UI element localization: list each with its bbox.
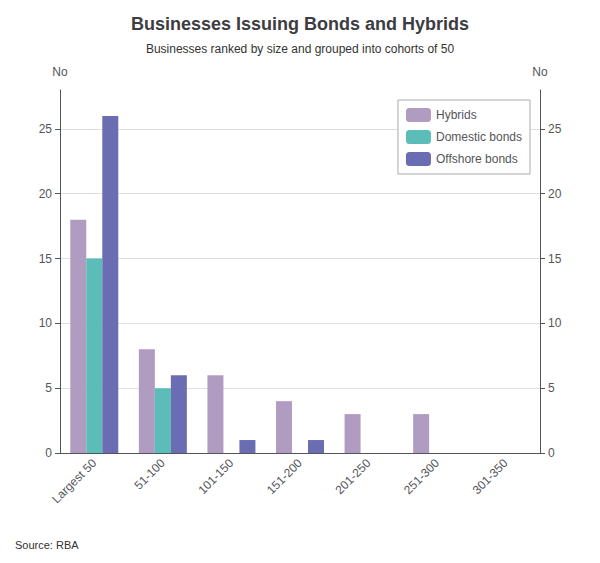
svg-text:301-350: 301-350 [470, 456, 511, 497]
svg-text:15: 15 [548, 252, 562, 266]
svg-text:Source: RBA: Source: RBA [15, 539, 79, 551]
svg-text:15: 15 [39, 252, 53, 266]
svg-text:201-250: 201-250 [333, 456, 374, 497]
svg-text:Hybrids: Hybrids [436, 108, 477, 122]
svg-text:10: 10 [39, 316, 53, 330]
svg-text:51-100: 51-100 [132, 456, 169, 493]
svg-text:0: 0 [45, 446, 52, 460]
svg-text:25: 25 [39, 122, 53, 136]
svg-text:151-200: 151-200 [264, 456, 305, 497]
svg-text:5: 5 [548, 381, 555, 395]
svg-text:251-300: 251-300 [401, 456, 442, 497]
svg-text:Domestic bonds: Domestic bonds [436, 130, 522, 144]
svg-text:0: 0 [548, 446, 555, 460]
svg-text:20: 20 [548, 187, 562, 201]
svg-text:Offshore bonds: Offshore bonds [436, 152, 518, 166]
svg-text:No: No [52, 65, 68, 79]
svg-text:Businesses Issuing Bonds and H: Businesses Issuing Bonds and Hybrids [131, 14, 469, 34]
svg-text:5: 5 [45, 381, 52, 395]
svg-text:Businesses ranked by size and: Businesses ranked by size and grouped in… [146, 42, 455, 56]
svg-text:No: No [532, 65, 548, 79]
svg-text:25: 25 [548, 122, 562, 136]
svg-text:101-150: 101-150 [195, 456, 236, 497]
svg-text:20: 20 [39, 187, 53, 201]
svg-text:10: 10 [548, 316, 562, 330]
svg-text:Largest 50: Largest 50 [49, 456, 99, 506]
